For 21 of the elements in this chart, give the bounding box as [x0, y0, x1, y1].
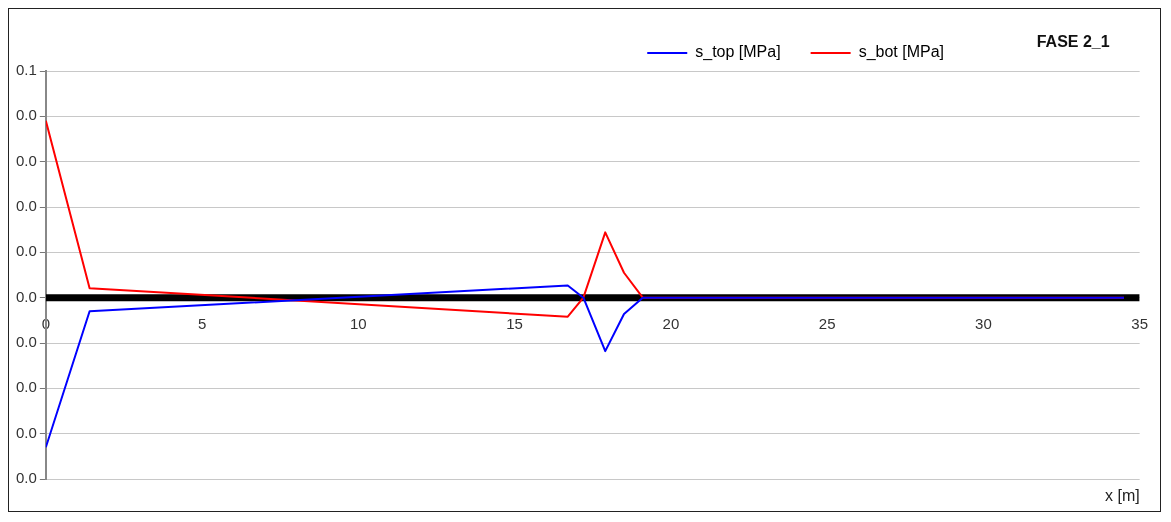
legend-label: s_top [MPa]	[695, 43, 781, 62]
x-tick-label: 15	[506, 314, 523, 332]
x-tick-label: 35	[1131, 314, 1148, 332]
x-tick-label: 10	[350, 314, 367, 332]
x-tick-label: 20	[662, 314, 680, 332]
y-tick-label: 0.0	[15, 106, 37, 124]
y-tick-label: 0.0	[15, 151, 37, 169]
x-tick-label: 25	[818, 314, 836, 332]
x-tick-label: 30	[975, 314, 992, 332]
chart-title: FASE 2_1	[1036, 33, 1110, 51]
x-tick-label: 5	[197, 314, 207, 332]
y-tick-label: 0.0	[15, 423, 37, 441]
y-tick-label: 0.0	[15, 378, 37, 396]
y-tick-label: 0.0	[15, 333, 37, 351]
y-tick-label: 0.0	[15, 242, 37, 260]
x-axis-title: x [m]	[1104, 487, 1140, 505]
legend-label: s_bot [MPa]	[858, 43, 944, 62]
y-tick-label: 0.0	[15, 287, 37, 305]
y-tick-label: 0.0	[15, 469, 37, 487]
y-tick-label: 0.0	[15, 197, 37, 215]
y-tick-label: 0.1	[15, 61, 37, 79]
